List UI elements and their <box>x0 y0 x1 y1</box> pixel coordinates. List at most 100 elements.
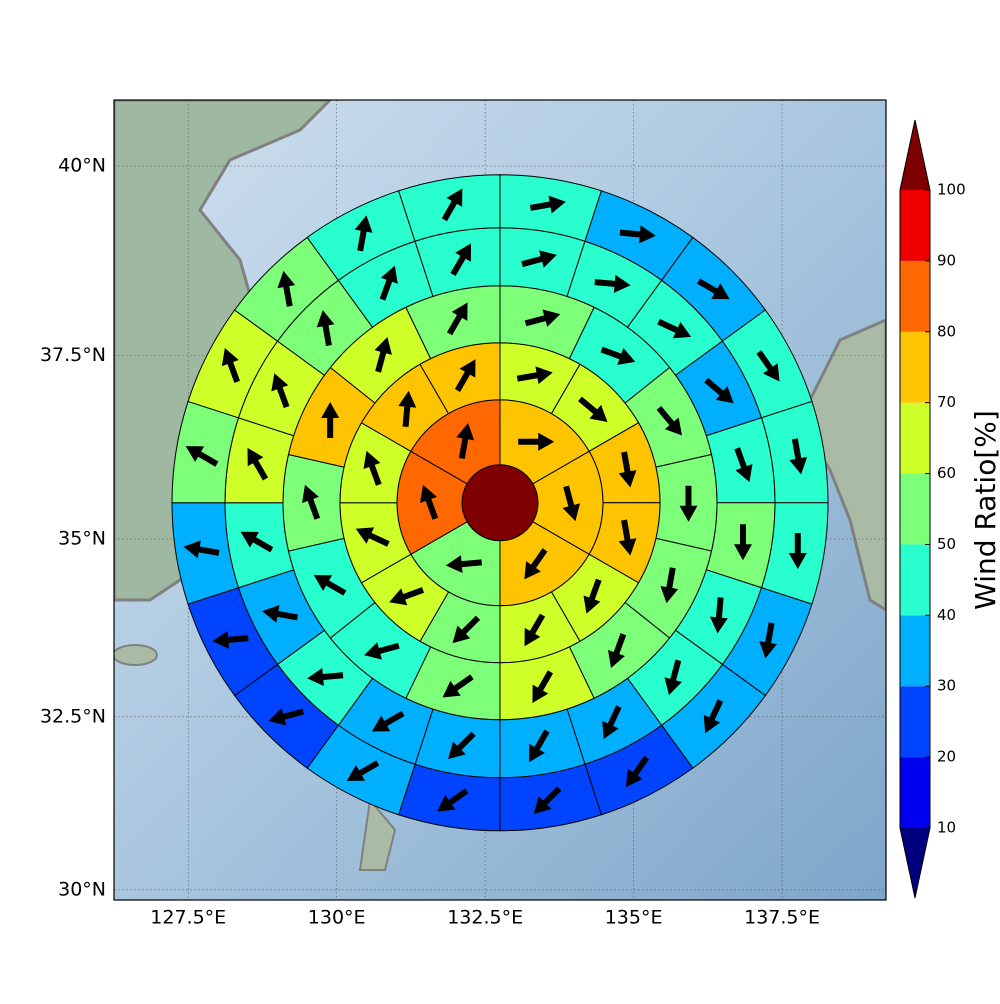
y-tick-label: 37.5°N <box>40 344 106 366</box>
wind-arrow <box>364 642 400 660</box>
wind-arrow <box>452 615 481 644</box>
colorbar-tick-label: 70 <box>937 393 956 411</box>
colorbar-tick-label: 40 <box>937 606 956 624</box>
wind-arrow <box>355 527 390 547</box>
colorbar-bin <box>900 615 930 687</box>
colorbar-bin <box>900 260 930 332</box>
wind-arrow <box>733 524 752 561</box>
wind-arrow <box>445 555 482 574</box>
wind-arrow <box>524 309 561 327</box>
wind-arrow <box>578 396 608 423</box>
wind-arrow <box>533 786 562 814</box>
wind-arrow <box>608 633 627 669</box>
wind-arrow <box>346 760 380 781</box>
wind-arrow <box>420 484 439 520</box>
colorbar-bin <box>900 331 930 403</box>
colorbar-tick-label: 100 <box>937 181 966 199</box>
wind-arrow <box>657 318 692 339</box>
wind-arrow <box>619 225 656 244</box>
wind-arrow <box>363 450 382 486</box>
wind-arrow <box>660 567 679 604</box>
colorbar-bin <box>900 473 930 545</box>
wind-arrow <box>262 605 299 623</box>
plot-frame <box>113 99 887 901</box>
colorbar-tick-label: 50 <box>937 535 956 553</box>
wind-arrow <box>437 788 469 812</box>
wind-arrow <box>679 485 698 522</box>
wind-arrow <box>618 451 637 488</box>
wind-arrow <box>664 659 682 696</box>
colorbar-bin <box>900 190 930 261</box>
wind-arrow <box>518 432 555 451</box>
wind-arrow <box>379 265 398 301</box>
wind-arrow <box>371 710 405 732</box>
wind-arrow <box>602 705 622 740</box>
colorbar-tick-label: 80 <box>937 322 956 340</box>
wind-arrow <box>389 587 425 606</box>
wind-arrow <box>240 531 274 553</box>
wind-arrow <box>656 406 683 436</box>
wind-arrow <box>759 622 777 659</box>
wind-arrow <box>532 670 554 704</box>
wind-arrow <box>374 337 392 373</box>
wind-arrow <box>398 390 417 427</box>
x-tick-label: 130°E <box>308 907 366 929</box>
wind-arrow <box>354 215 373 252</box>
wind-arrow <box>625 755 650 787</box>
wind-arrow <box>456 423 475 459</box>
wind-arrow <box>789 438 808 475</box>
wind-arrow <box>221 348 240 383</box>
wind-arrow <box>450 243 472 277</box>
colorbar: 10 20 30 40 50 60 70 80 90 100 <box>899 119 966 899</box>
colorbar-tick-label: 10 <box>937 819 956 837</box>
wind-arrow <box>212 630 249 649</box>
y-tick-label: 30°N <box>58 878 106 900</box>
wind-arrow <box>524 548 548 580</box>
x-tick-label: 135°E <box>605 907 663 929</box>
colorbar-tick-label: 20 <box>937 748 956 766</box>
wind-arrow <box>756 350 780 382</box>
colorbar-bin <box>900 757 930 828</box>
colorbar-tick-label: 60 <box>937 464 956 482</box>
wind-arrow <box>448 731 476 760</box>
colorbar-tick-label: 30 <box>937 677 956 695</box>
wind-arrow <box>583 578 602 614</box>
wind-arrow <box>696 278 730 300</box>
y-tick-label: 35°N <box>58 527 106 549</box>
wind-arrow <box>709 597 728 634</box>
wind-arrow <box>528 729 550 763</box>
wind-arrow <box>618 519 637 556</box>
wind-arrow <box>734 447 753 483</box>
wind-rose <box>171 174 829 832</box>
x-tick-label: 132.5°E <box>447 907 523 929</box>
wind-arrow <box>704 377 734 404</box>
wind-arrow <box>516 366 553 385</box>
wind-arrow <box>521 250 557 268</box>
wind-arrow <box>788 532 807 569</box>
wind-arrow <box>313 575 347 596</box>
colorbar-tick-label: 90 <box>937 251 956 269</box>
wind-arrow <box>185 446 219 467</box>
wind-arrow <box>307 668 344 686</box>
wind-arrow <box>316 310 335 347</box>
x-tick-label: 127.5°E <box>150 907 226 929</box>
colorbar-bin <box>900 686 930 758</box>
colorbar-extend-max <box>900 120 930 190</box>
wind-arrow <box>594 274 631 293</box>
y-tick-label: 40°N <box>58 155 106 177</box>
wind-arrow <box>321 401 340 438</box>
wind-arrow <box>247 447 269 481</box>
y-tick-label: 32.5°N <box>40 705 106 727</box>
x-tick-label: 137.5°E <box>744 907 820 929</box>
wind-arrow <box>600 346 636 365</box>
axes: 127.5°E 130°E 132.5°E 135°E 137.5°E 30°N 32.5°… <box>40 155 820 929</box>
wind-arrow <box>442 674 474 698</box>
wind-arrow <box>524 613 546 647</box>
colorbar-bin <box>900 544 930 616</box>
wind-arrow <box>441 188 463 222</box>
colorbar-bin <box>900 402 930 474</box>
wind-arrow <box>271 373 290 409</box>
colorbar-label: Wind Ratio[%] <box>969 410 1000 610</box>
wind-arrow <box>446 302 468 336</box>
